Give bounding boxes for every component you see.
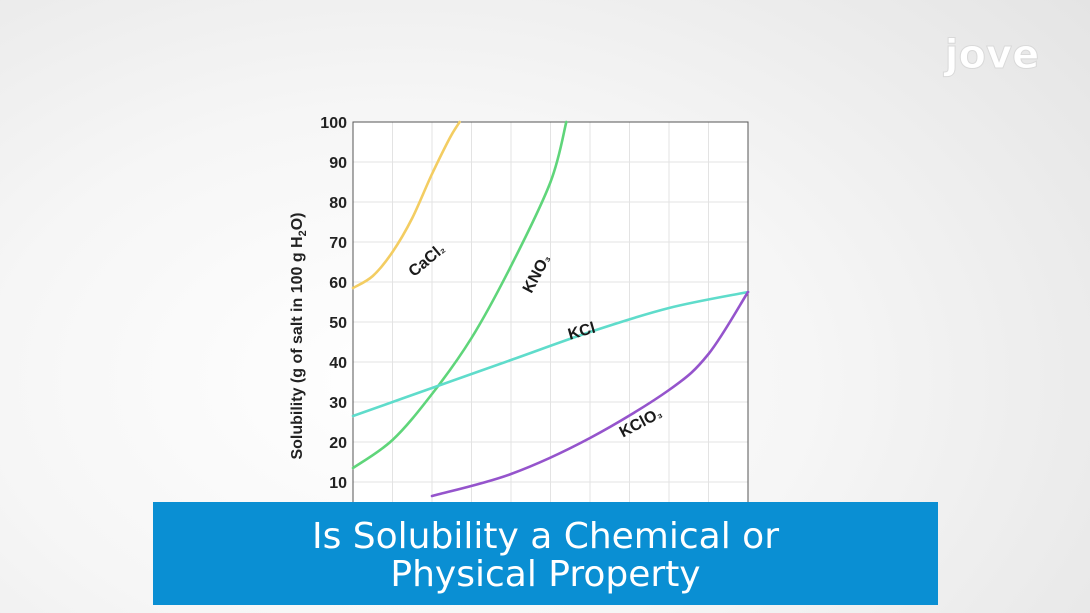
title-banner: Is Solubility a Chemical or Physical Pro… [153,502,938,605]
y-tick-label: 60 [329,275,347,292]
y-tick-label: 100 [320,115,347,132]
jove-logo: jove [942,32,1039,79]
y-tick-label: 40 [329,355,347,372]
svg-text:jove: jove [943,32,1039,78]
y-tick-label: 30 [329,395,347,412]
series-line-kcl [351,290,750,418]
y-tick-label: 20 [329,435,347,452]
y-tick-label: 80 [329,195,347,212]
series-line-kclo3 [430,290,750,498]
series-label-kcl: KCl [566,320,597,344]
y-axis-label: Solubility (g of salt in 100 g H2O) [289,212,309,459]
y-tick-label: 90 [329,155,347,172]
y-tick-label: 70 [329,235,347,252]
series-line-kno3 [351,120,568,470]
y-axis-ticks: 10 20 30 40 50 60 70 80 90 100 [320,115,347,492]
y-tick-label: 10 [329,475,347,492]
chart-series [351,120,750,498]
y-tick-label: 50 [329,315,347,332]
banner-title: Is Solubility a Chemical or Physical Pro… [311,515,780,595]
series-line-cacl2 [351,120,461,290]
